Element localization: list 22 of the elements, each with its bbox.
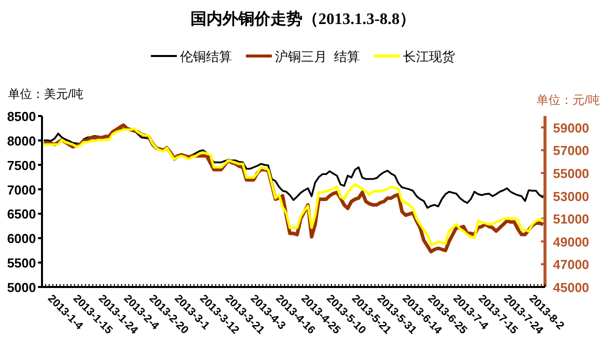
legend-label: 长江现货 <box>403 49 456 64</box>
y2-tick-label: 45000 <box>553 280 590 295</box>
y2-tick-label: 51000 <box>553 212 590 227</box>
y2-tick-label: 55000 <box>553 166 590 181</box>
y2-tick-label: 57000 <box>553 143 590 158</box>
y-tick-label: 6500 <box>7 206 36 222</box>
y2-tick-label: 59000 <box>553 120 590 136</box>
y2-tick-label: 47000 <box>553 257 590 272</box>
chart-title: 国内外铜价走势（2013.1.3-8.8） <box>190 10 416 28</box>
y-tick-label: 5000 <box>7 280 36 295</box>
y2-tick-label: 49000 <box>553 234 590 250</box>
legend-label: 伦铜结算 <box>180 49 232 64</box>
y-tick-label: 8000 <box>7 133 36 148</box>
y-tick-label: 6000 <box>7 231 36 246</box>
y-axis-title: 单位：美元/吨 <box>8 87 84 101</box>
y-tick-label: 8500 <box>7 109 36 124</box>
y2-axis-title: 单位：元/吨 <box>536 93 600 107</box>
y-tick-label: 5500 <box>7 256 36 271</box>
y2-tick-label: 53000 <box>553 188 590 204</box>
y-tick-label: 7500 <box>7 158 36 173</box>
y-tick-label: 7000 <box>7 182 36 198</box>
legend-label: 沪铜三月 结算 <box>274 49 360 64</box>
